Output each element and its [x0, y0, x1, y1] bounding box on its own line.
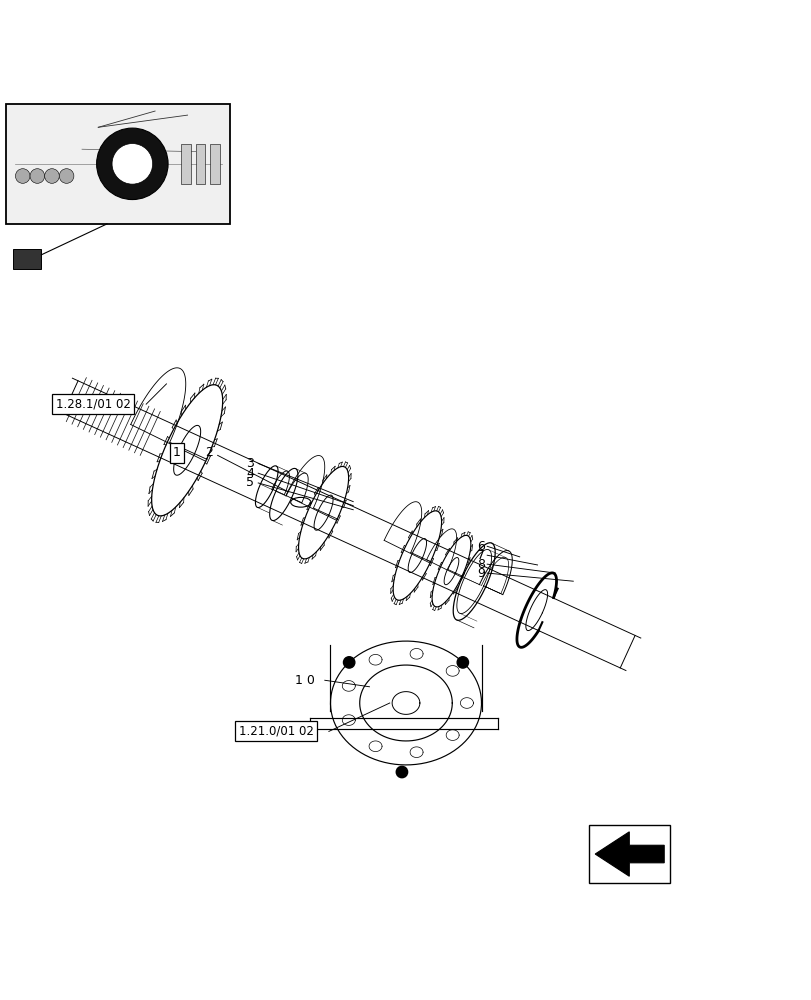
Bar [195, 144, 205, 184]
Text: 1 0: 1 0 [294, 674, 314, 687]
Text: 1.28.1/01 02: 1.28.1/01 02 [56, 398, 131, 411]
Text: 3: 3 [246, 457, 254, 470]
Circle shape [343, 657, 354, 668]
Text: 4: 4 [246, 467, 254, 480]
Text: 6: 6 [476, 540, 484, 553]
Circle shape [457, 657, 468, 668]
Text: 8: 8 [476, 558, 484, 571]
Circle shape [112, 144, 152, 184]
Text: 1: 1 [173, 446, 181, 459]
Text: 5: 5 [246, 476, 254, 489]
Circle shape [59, 169, 74, 183]
Text: 1.21.0/01 02: 1.21.0/01 02 [238, 725, 313, 738]
Text: 2: 2 [205, 446, 213, 459]
Bar [6, 104, 230, 224]
Polygon shape [594, 832, 663, 876]
Text: 7: 7 [476, 549, 484, 562]
Circle shape [45, 169, 59, 183]
Circle shape [396, 766, 407, 778]
Bar [181, 144, 191, 184]
Circle shape [15, 169, 30, 183]
Text: 9: 9 [476, 567, 484, 580]
Bar [588, 825, 669, 883]
Circle shape [97, 128, 168, 200]
Bar [210, 144, 220, 184]
Circle shape [30, 169, 45, 183]
Bar [13, 249, 41, 269]
